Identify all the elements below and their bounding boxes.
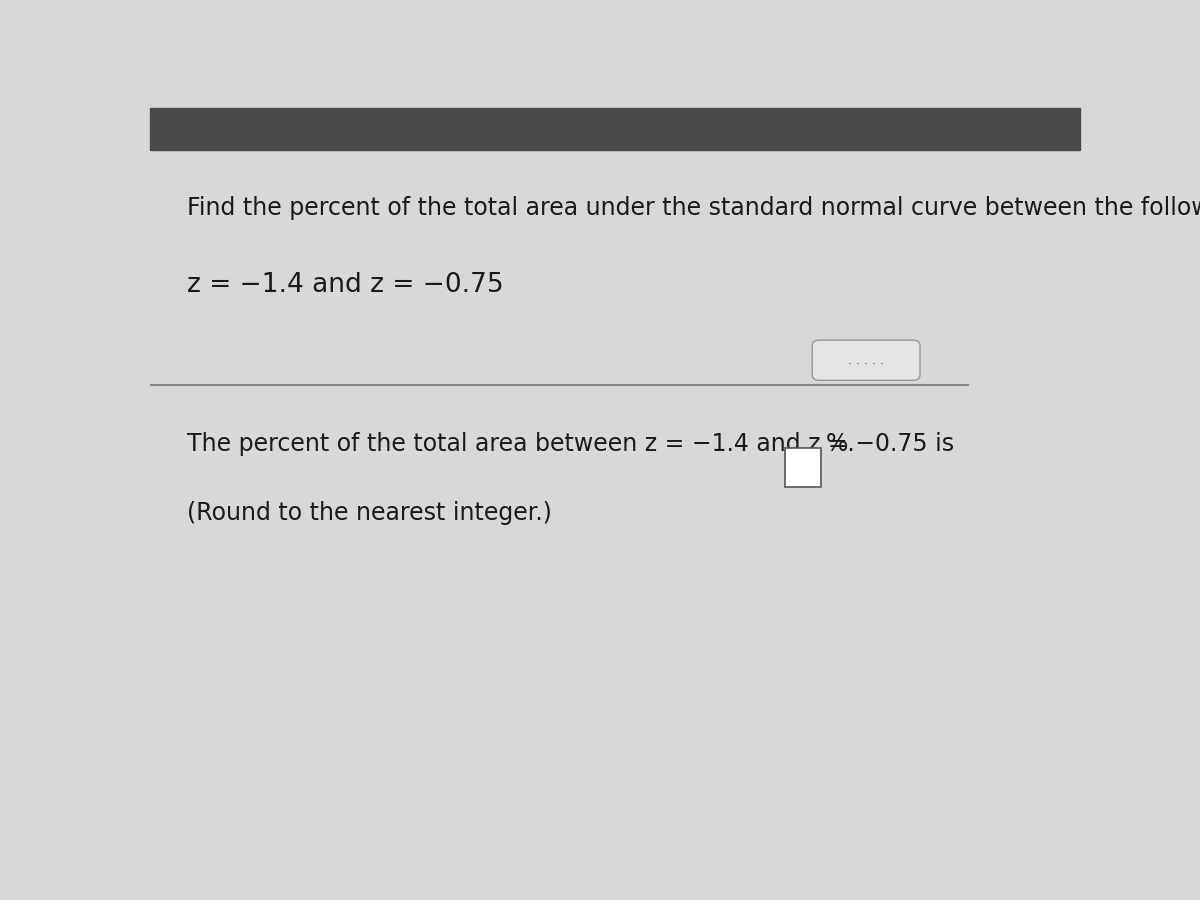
Text: z = −1.4 and z = −0.75: z = −1.4 and z = −0.75 <box>187 272 504 298</box>
Text: The percent of the total area between z = −1.4 and z = −0.75 is: The percent of the total area between z … <box>187 432 962 456</box>
FancyBboxPatch shape <box>812 340 920 381</box>
Text: %.: %. <box>826 432 856 456</box>
Text: . . . . .: . . . . . <box>848 354 884 367</box>
Bar <box>150 108 1080 149</box>
Text: (Round to the nearest integer.): (Round to the nearest integer.) <box>187 501 552 526</box>
Text: Find the percent of the total area under the standard normal curve between the f: Find the percent of the total area under… <box>187 196 1200 220</box>
FancyBboxPatch shape <box>785 448 822 487</box>
